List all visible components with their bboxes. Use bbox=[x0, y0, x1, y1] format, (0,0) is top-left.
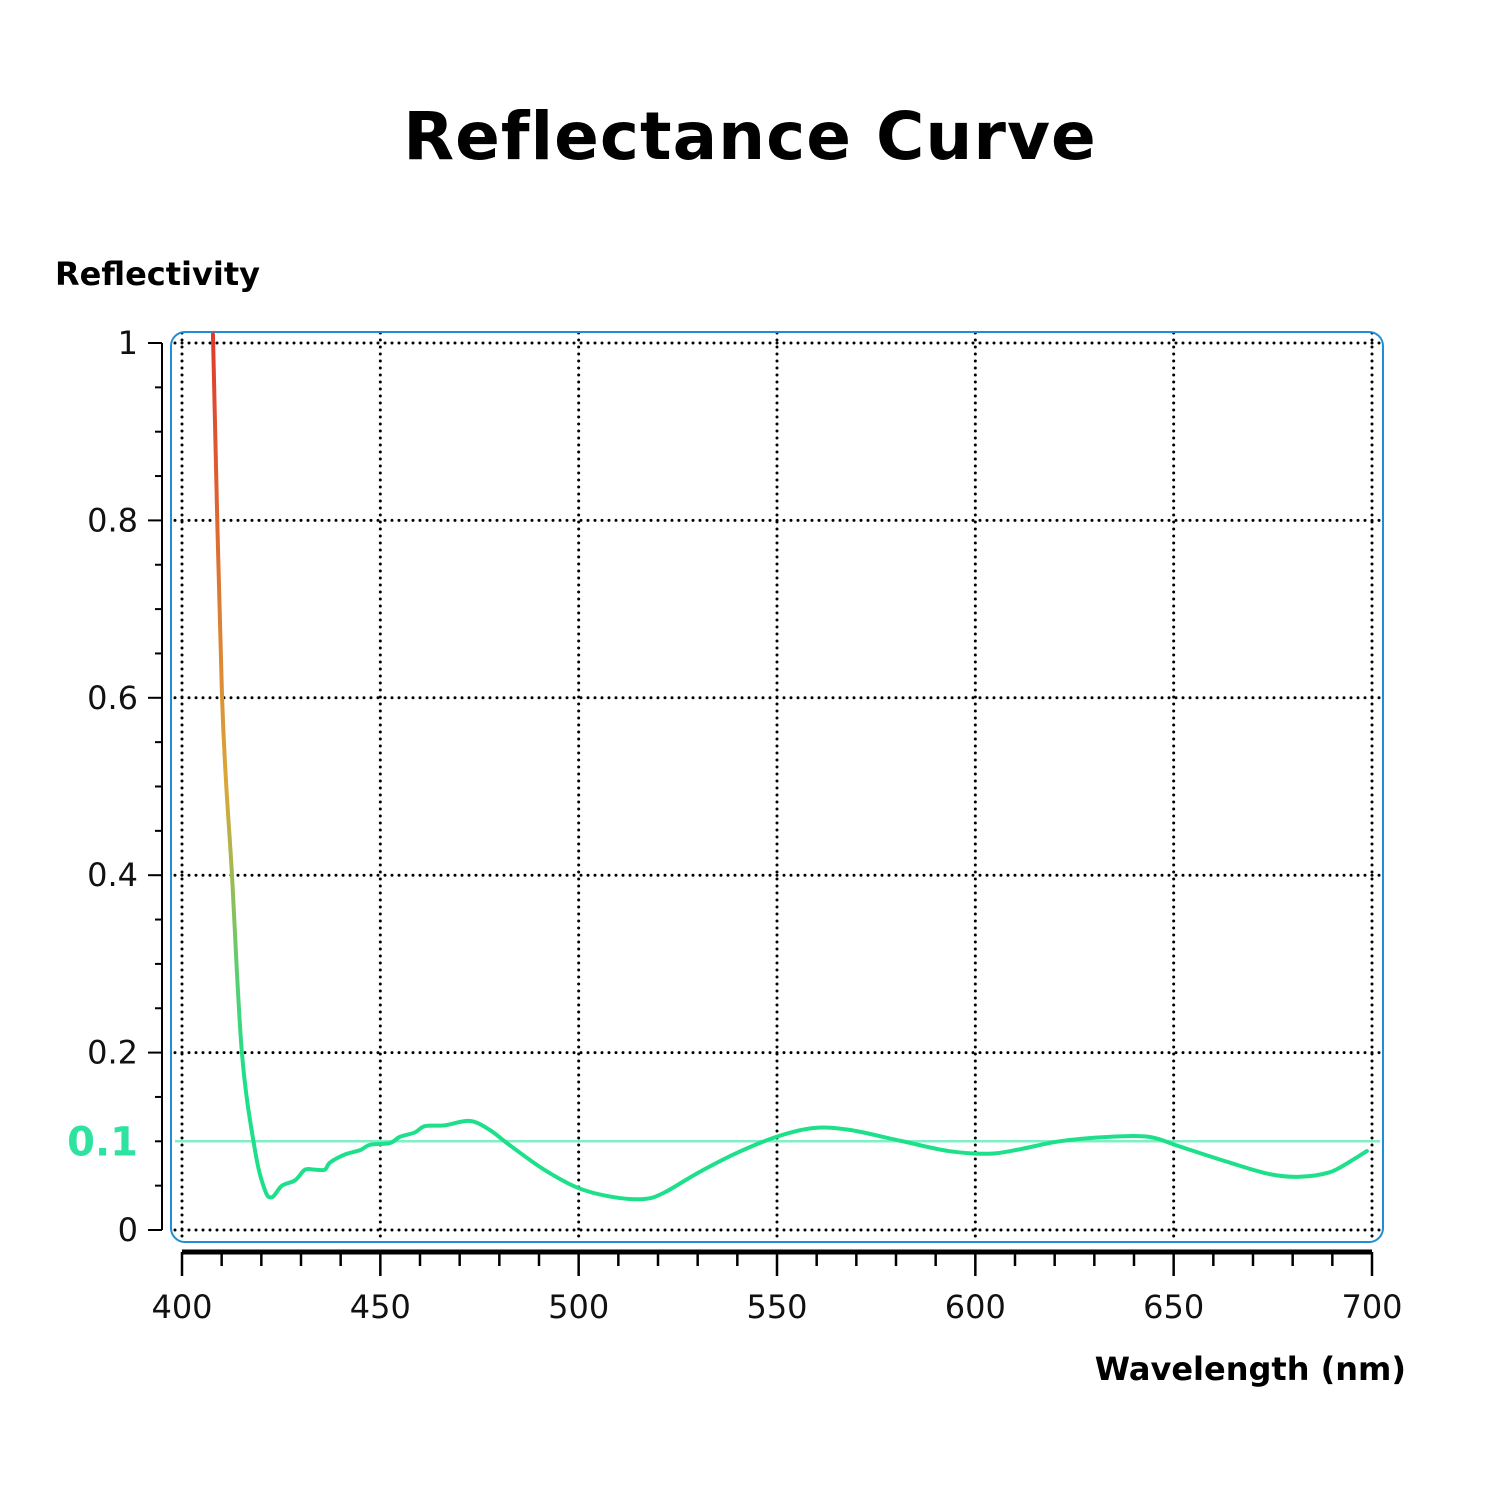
chart-title: Reflectance Curve bbox=[403, 98, 1097, 175]
x-tick-label: 500 bbox=[548, 1288, 609, 1326]
y-tick-label: 0 bbox=[118, 1211, 138, 1249]
y-tick-label: 1 bbox=[118, 324, 138, 362]
x-tick-label: 600 bbox=[945, 1288, 1006, 1326]
x-tick-label: 700 bbox=[1341, 1288, 1402, 1326]
x-axis-label: Wavelength (nm) bbox=[1094, 1350, 1406, 1388]
y-tick-label: 0.4 bbox=[87, 856, 138, 894]
y-tick-label: 0.8 bbox=[87, 501, 138, 539]
x-tick-label: 450 bbox=[350, 1288, 411, 1326]
plot-frame bbox=[170, 331, 1384, 1243]
y-tick-label: 0.6 bbox=[87, 679, 138, 717]
grid bbox=[173, 331, 1382, 1242]
reflectance-series-line bbox=[210, 332, 1369, 1202]
x-tick-label: 550 bbox=[746, 1288, 807, 1326]
reference-line-label: 0.1 bbox=[67, 1119, 138, 1165]
axes bbox=[148, 342, 1374, 1276]
x-tick-label: 650 bbox=[1143, 1288, 1204, 1326]
y-axis-label: Reflectivity bbox=[55, 255, 260, 293]
y-tick-label: 0.2 bbox=[87, 1034, 138, 1072]
x-tick-label: 400 bbox=[151, 1288, 212, 1326]
